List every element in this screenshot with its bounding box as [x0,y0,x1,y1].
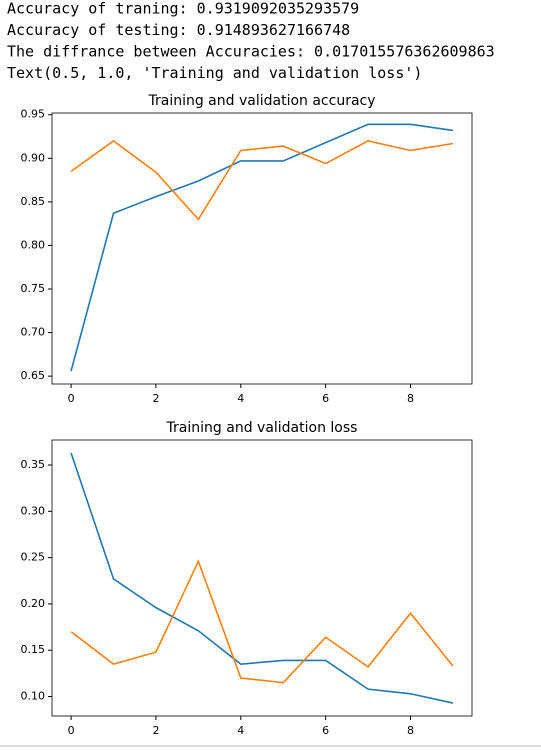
axes-frame [51,112,473,385]
series-line [70,139,454,221]
y-tick-label: 0.30 [21,504,46,517]
output-line: Accuracy of testing: 0.914893627166748 [7,21,350,39]
series-line [70,123,454,372]
y-tick-label: 0.85 [21,195,46,208]
chart-title: Training and validation loss [166,420,358,436]
output-line: Text(0.5, 1.0, 'Training and validation … [7,64,422,82]
y-tick-label: 0.70 [21,326,46,339]
x-tick-label: 8 [407,724,414,737]
y-tick-label: 0.65 [21,369,46,382]
x-tick-label: 0 [68,392,75,405]
y-tick-label: 0.95 [21,108,46,121]
series-line [70,559,454,684]
x-tick-label: 0 [68,724,75,737]
x-tick-label: 6 [322,392,329,405]
y-tick-label: 0.20 [21,597,46,610]
y-tick-label: 0.15 [21,643,46,656]
x-tick-label: 8 [407,392,414,405]
y-tick-label: 0.75 [21,282,46,295]
output-line: The diffrance between Accuracies: 0.0170… [7,43,495,61]
x-tick-label: 2 [152,392,159,405]
y-tick-label: 0.10 [21,690,46,703]
x-tick-label: 4 [237,392,244,405]
axes-frame [51,439,473,717]
y-tick-label: 0.35 [21,458,46,471]
x-tick-label: 2 [152,724,159,737]
series-line [70,452,454,704]
y-tick-label: 0.90 [21,151,46,164]
y-tick-label: 0.80 [21,238,46,251]
x-tick-label: 6 [322,724,329,737]
y-tick-label: 0.25 [21,551,46,564]
x-tick-label: 4 [237,724,244,737]
output-line: Accuracy of traning: 0.9319092035293579 [7,0,359,18]
chart-title: Training and validation accuracy [147,93,375,109]
